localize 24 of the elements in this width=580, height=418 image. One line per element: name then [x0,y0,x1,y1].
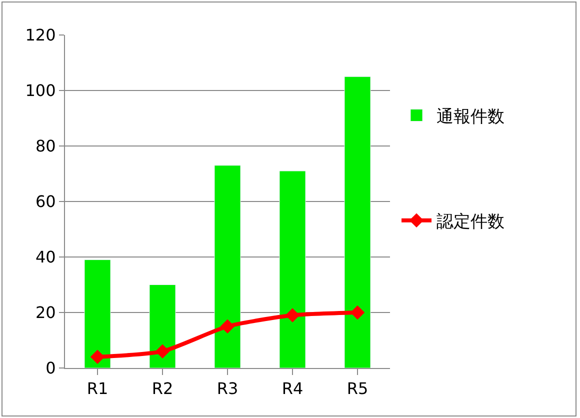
y-tick-label: 100 [25,81,56,100]
legend-label: 認定件数 [436,212,504,232]
point [90,350,105,364]
y-tick-label: 120 [25,26,56,45]
y-tick-label: 60 [35,192,56,212]
x-tick-label: R3 [216,379,238,398]
x-tick-label: R4 [282,379,304,398]
y-tick-label: 20 [35,303,56,322]
legend-label: 通報件数 [436,106,504,127]
x-tick-label: R5 [346,379,368,398]
bar [344,76,371,368]
x-tick-label: R2 [152,379,174,398]
bar [84,260,111,368]
y-tick-label: 80 [35,136,56,156]
y-tick-label: 0 [46,358,56,378]
x-tick-label: R1 [86,379,108,398]
y-tick-label: 40 [35,248,56,267]
bar [279,170,306,368]
point [155,344,170,358]
point [350,305,365,320]
point [220,319,235,334]
bar [214,165,241,368]
bar [149,284,176,368]
point [285,308,300,322]
